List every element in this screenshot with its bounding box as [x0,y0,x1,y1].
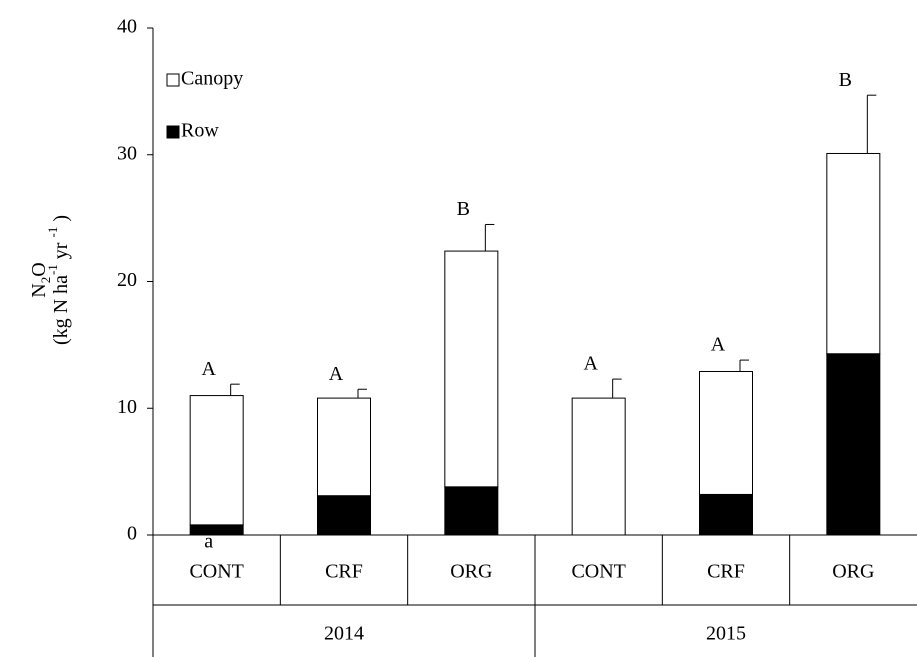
x-tick-label: CRF [325,561,363,583]
bar-segment [444,250,499,488]
bar-segment [571,397,626,536]
bar-segment [189,395,244,526]
significance-letter: A [201,358,216,380]
bar-segment [317,495,371,536]
y-axis-label: N2O [28,262,54,297]
significance-letter: A [711,334,726,356]
significance-letter: A [583,353,598,375]
bar-segment [444,486,499,536]
group-label: 2015 [706,623,746,645]
x-tick-label: CONT [189,561,243,583]
y-axis-label: (kg N ha-1 yr -1 ) [45,215,71,345]
x-tick-label: ORG [450,561,492,583]
bar-segment [317,397,371,497]
x-tick-label: ORG [832,561,874,583]
legend-label: Row [181,120,219,142]
significance-letter: a [204,531,213,553]
y-tick-label: 10 [117,396,137,418]
y-label-part: ) [50,215,72,227]
bar-segment [699,493,753,536]
y-label-part: (kg N ha [50,275,72,345]
bar-segment [826,152,881,355]
y-label-part: -1 [45,264,60,275]
significance-letter: B [457,198,470,220]
y-tick-label: 40 [117,16,137,38]
x-tick-label: CRF [707,561,745,583]
significance-letter: B [839,69,852,91]
y-tick-label: 20 [117,269,137,291]
y-label-part: 2 [38,277,53,284]
y-label-part: O [28,262,50,276]
legend-swatch [166,73,180,87]
legend-swatch [166,125,180,139]
bar-segment [826,353,881,536]
y-label-part: -1 [45,227,60,238]
bar-segment [699,370,753,495]
significance-letter: A [329,363,344,385]
legend-label: Canopy [181,68,243,90]
bar-segment [189,524,244,536]
y-tick-label: 0 [127,523,137,545]
y-label-part: yr [50,238,72,265]
y-tick-label: 30 [117,142,137,164]
x-tick-label: CONT [571,561,625,583]
group-label: 2014 [324,623,364,645]
y-label-part: N [28,283,50,297]
